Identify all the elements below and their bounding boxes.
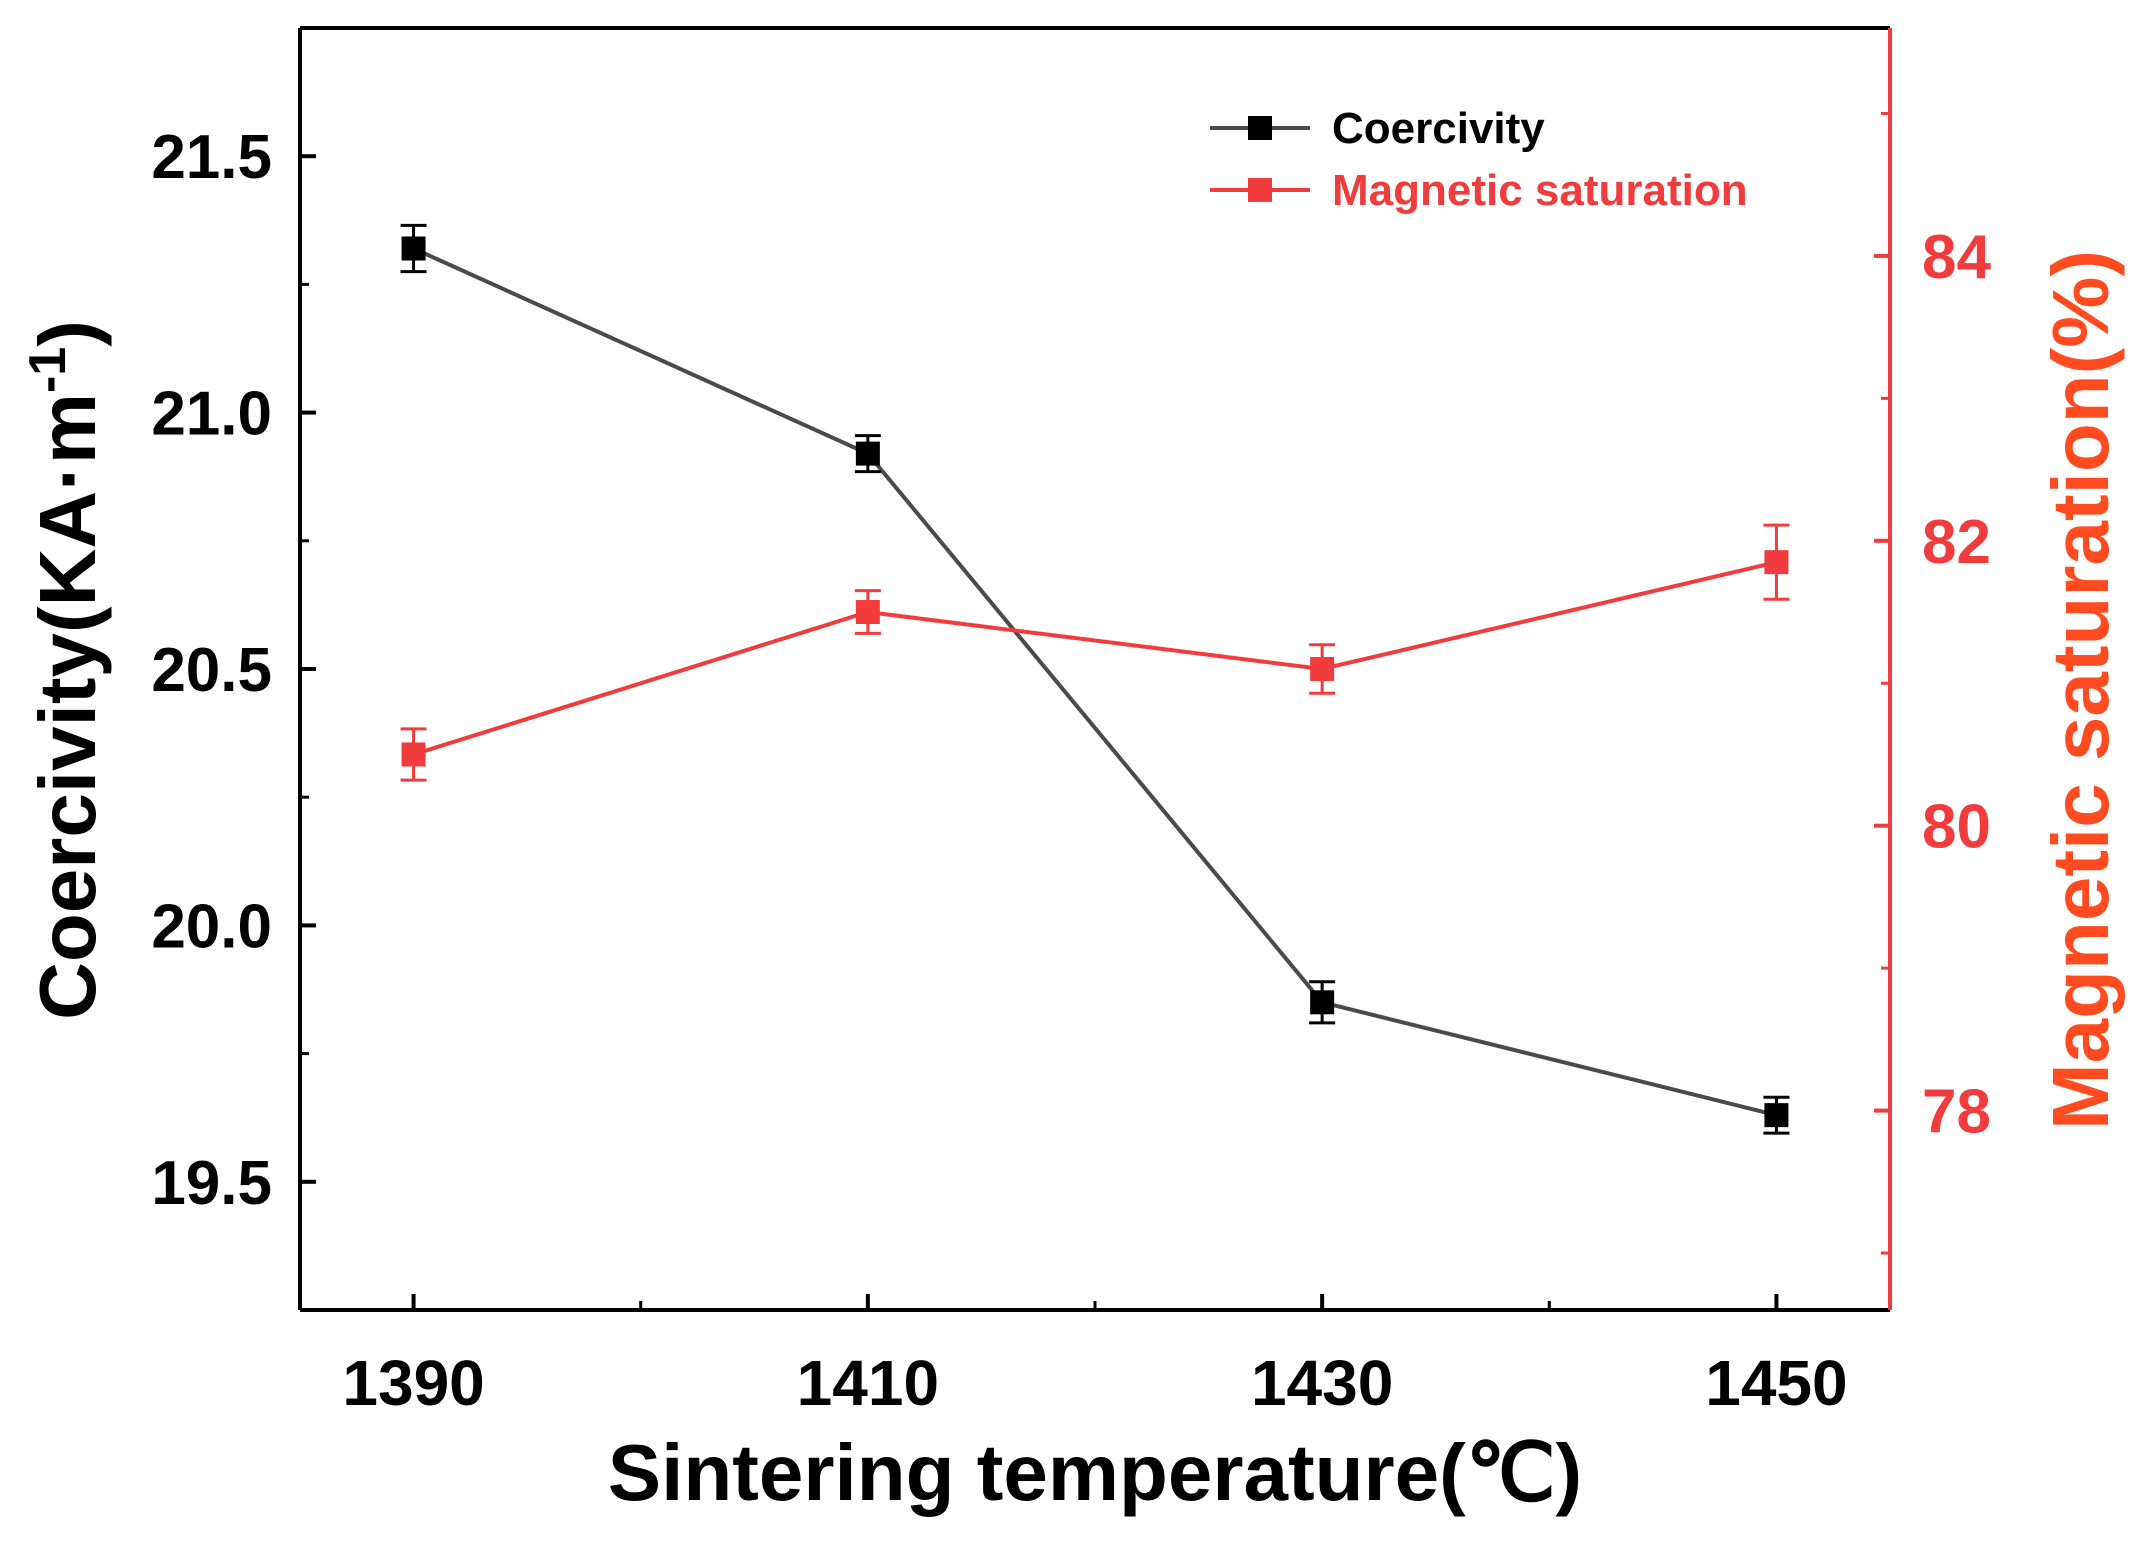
legend-group: Coercivity Magnetic saturation xyxy=(1210,104,1748,215)
legend-label: Magnetic saturation xyxy=(1332,166,1748,215)
series-line xyxy=(412,560,1777,757)
x-tick-label: 1410 xyxy=(797,1347,939,1419)
y-tick-label: 21.5 xyxy=(151,123,272,192)
x-tick-label: 1430 xyxy=(1251,1347,1393,1419)
series-line xyxy=(412,246,1777,1118)
ticks-group: 1390 1410 1430 1450 19.5 20.0 20.5 21.0 21.5 78 80… xyxy=(151,111,1991,1419)
y2-tick-label: 82 xyxy=(1922,508,1991,577)
data-point xyxy=(1310,990,1335,1015)
y-tick-label: 21.0 xyxy=(151,380,272,449)
y-tick-label: 19.5 xyxy=(151,1149,272,1218)
data-point xyxy=(855,600,880,625)
data-point xyxy=(401,742,426,767)
data-point xyxy=(1764,550,1789,575)
y2-tick-label: 84 xyxy=(1922,223,1991,292)
x-tick-label: 1390 xyxy=(342,1347,484,1419)
data-point xyxy=(401,236,426,261)
series-group xyxy=(400,223,1790,1135)
data-point xyxy=(855,441,880,466)
y-tick-label: 20.5 xyxy=(151,636,272,705)
data-point xyxy=(1764,1103,1789,1128)
axes-group xyxy=(298,26,1892,1312)
y-axis-title-close: ) xyxy=(23,320,112,347)
axis-titles-group: Sintering temperature(℃) Coercivity(KA·m-… xyxy=(19,250,2125,1517)
y2-axis-title: Magnetic saturation(%) xyxy=(2036,250,2125,1130)
y2-tick-label: 80 xyxy=(1922,793,1991,862)
x-axis-title: Sintering temperature(℃) xyxy=(608,1428,1582,1517)
y-tick-label: 20.0 xyxy=(151,892,272,961)
legend-marker xyxy=(1248,178,1272,202)
y-axis-title: Coercivity(KA·m-1) xyxy=(19,320,112,1020)
y2-tick-label: 78 xyxy=(1922,1078,1991,1147)
data-point xyxy=(1310,657,1335,681)
y-axis-title-superscript: -1 xyxy=(19,347,77,393)
y-axis-title-main: Coercivity(KA·m xyxy=(23,393,112,1020)
legend-marker xyxy=(1248,116,1272,140)
x-tick-label: 1450 xyxy=(1705,1347,1847,1419)
legend-label: Coercivity xyxy=(1332,104,1545,153)
